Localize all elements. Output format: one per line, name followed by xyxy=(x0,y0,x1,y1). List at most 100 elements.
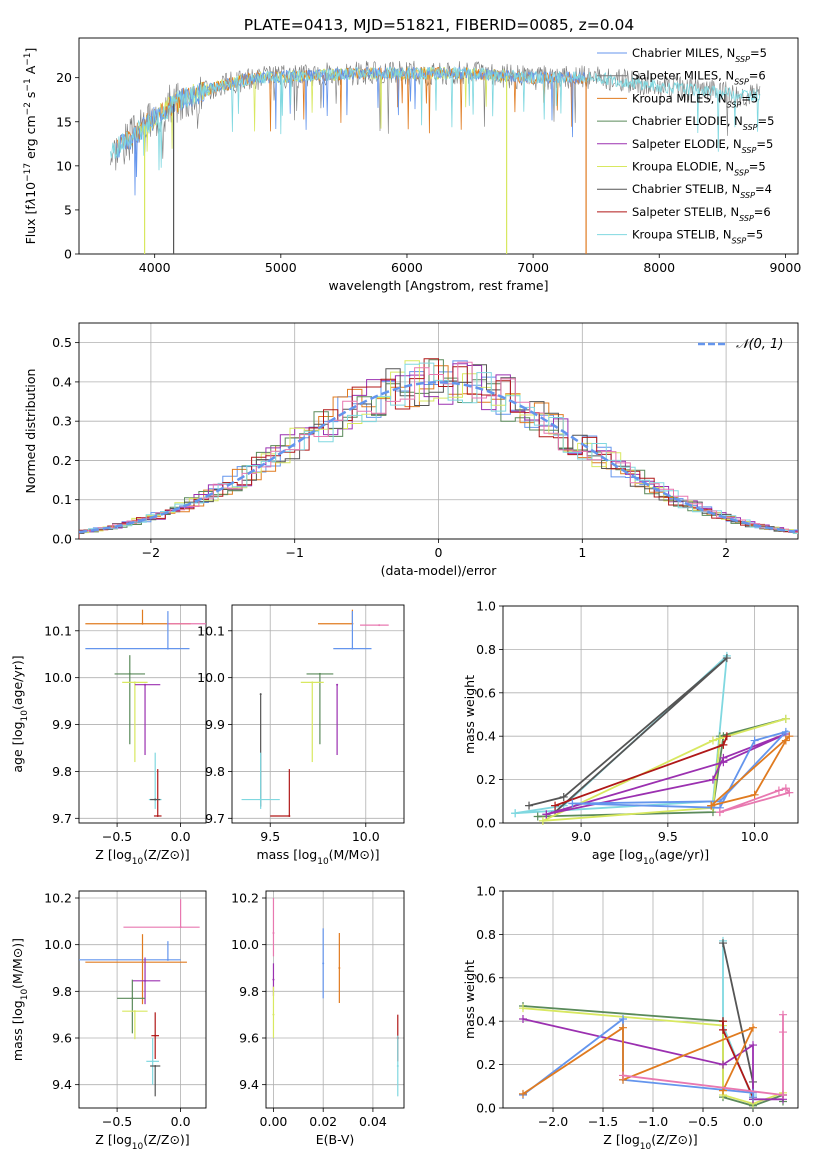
weight-marker xyxy=(781,727,790,736)
weight-marker xyxy=(719,740,728,749)
x-tick-label: 1 xyxy=(578,545,586,560)
histogram-series xyxy=(79,361,798,533)
legend-label: Chabrier STELIB, NSSP=4 xyxy=(632,182,772,200)
legend-label: Chabrier MILES, NSSP=5 xyxy=(632,46,767,64)
weight-lines xyxy=(511,651,794,825)
residuals-panel: −2 −1 0 1 2 0.0 0.1 0.2 0.3 0.4 0.5 (data-model)/er… xyxy=(23,322,799,578)
weight-marker xyxy=(559,792,568,801)
x-tick-label: −1.0 xyxy=(638,1114,668,1129)
data-point xyxy=(288,814,291,817)
y-axis-label: mass weight xyxy=(462,675,477,754)
errorbars xyxy=(241,609,389,817)
y-tick-label: 9.8 xyxy=(205,764,225,779)
data-point xyxy=(272,978,275,981)
data-point xyxy=(154,798,157,801)
data-point xyxy=(311,681,314,684)
x-tick-label: 9.0 xyxy=(571,829,591,844)
x-tick-label: 5000 xyxy=(265,260,297,275)
y-tick-label: 10.0 xyxy=(231,937,259,952)
y-tick-label: 10.2 xyxy=(231,891,259,906)
legend-label: Kroupa STELIB, NSSP=5 xyxy=(632,228,763,246)
x-axis-label: Z [log10(Z/Z⊙)] xyxy=(603,1132,697,1152)
y-tick-label: 0.0 xyxy=(476,816,496,831)
x-tick-label: −0.5 xyxy=(688,1114,718,1129)
y-tick-label: 9.6 xyxy=(239,1031,259,1046)
data-point xyxy=(144,683,147,686)
weight-lines xyxy=(519,936,787,1110)
axes-frame xyxy=(78,604,207,824)
x-tick-label: 0.0 xyxy=(171,829,191,844)
x-tick-label: 7000 xyxy=(517,260,549,275)
y-tick-label: 1.0 xyxy=(476,599,496,614)
weight-marker xyxy=(707,801,716,810)
errorbars xyxy=(272,898,399,1097)
y-tick-label: 9.8 xyxy=(52,764,72,779)
mass-vs-ebv-panel: 0.00 0.02 0.04 9.4 9.6 9.8 10.0 10.2 E(B-V) xyxy=(231,891,405,1147)
y-tick-label: 5 xyxy=(64,202,72,217)
weight-marker xyxy=(781,784,790,793)
y-tick-label: 0.0 xyxy=(52,532,72,547)
data-point xyxy=(156,814,159,817)
y-tick-label: 0.8 xyxy=(476,927,496,942)
legend: Chabrier MILES, NSSP=5 Salpeter MILES, NS… xyxy=(597,46,774,245)
data-point xyxy=(166,958,169,961)
weight-vs-age-panel: 9.0 9.5 10.0 0.0 0.2 0.4 0.6 0.8 1.0 age [log10(a… xyxy=(462,599,799,867)
x-tick-label: 0.0 xyxy=(743,1114,763,1129)
weight-marker xyxy=(779,1028,787,1037)
x-tick-label: 0.02 xyxy=(309,1114,337,1129)
weight-series xyxy=(546,733,787,816)
x-tick-label: 9.5 xyxy=(260,829,280,844)
weight-marker xyxy=(749,1041,757,1050)
weight-marker xyxy=(774,786,783,795)
legend-label: Salpeter STELIB, NSSP=6 xyxy=(632,205,771,223)
data-point xyxy=(322,962,325,965)
data-point xyxy=(272,932,275,934)
axes-frame xyxy=(78,37,799,255)
weight-marker xyxy=(719,1025,727,1034)
data-point xyxy=(141,961,144,964)
data-point xyxy=(131,997,134,1000)
y-tick-label: 1.0 xyxy=(476,884,496,899)
data-point xyxy=(154,1034,157,1037)
weight-marker xyxy=(568,799,577,808)
x-tick-label: −2.0 xyxy=(538,1114,568,1129)
spectrum-panel: 4000 5000 6000 7000 8000 9000 0 5 10 15 20 waveleng… xyxy=(23,37,801,293)
x-axis-label: E(B-V) xyxy=(316,1132,355,1147)
y-tick-label: 0.2 xyxy=(476,1057,496,1072)
axes-frame xyxy=(231,604,405,824)
x-tick-label: −1.5 xyxy=(588,1114,618,1129)
y-tick-label: 0.2 xyxy=(52,453,72,468)
y-tick-label: 10.0 xyxy=(44,670,72,685)
weight-series xyxy=(622,1014,784,1097)
weight-marker xyxy=(619,1015,627,1024)
y-tick-label: 9.6 xyxy=(52,1031,72,1046)
x-tick-label: 0.00 xyxy=(260,1114,288,1129)
weight-marker xyxy=(708,736,717,745)
weight-marker xyxy=(525,801,534,810)
data-point xyxy=(318,672,321,675)
data-point xyxy=(272,1013,275,1016)
y-tick-label: 9.9 xyxy=(205,717,225,732)
y-tick-label: 9.9 xyxy=(52,717,72,732)
y-axis-label: Normed distribution xyxy=(23,369,38,494)
y-tick-label: 0.8 xyxy=(476,642,496,657)
weight-marker xyxy=(719,1060,727,1069)
errorbars xyxy=(85,609,206,817)
y-axis-label: age [log10(age/yr)] xyxy=(10,655,30,772)
data-point xyxy=(378,624,381,627)
weight-marker xyxy=(749,1093,757,1102)
weight-vs-z-panel: −2.0 −1.5 −1.0 −0.5 0.0 0.0 0.2 0.4 0.6 0.8 1.0 Z [… xyxy=(462,884,799,1152)
y-tick-label: 0.4 xyxy=(476,1014,496,1029)
y-tick-label: 0.2 xyxy=(476,772,496,787)
legend-label: Kroupa MILES, NSSP=5 xyxy=(632,91,758,109)
histogram-series xyxy=(79,359,798,533)
weight-marker xyxy=(779,1090,787,1099)
data-point xyxy=(133,1010,136,1013)
legend-label: Kroupa ELODIE, NSSP=5 xyxy=(632,160,766,178)
legend-label: Salpeter ELODIE, NSSP=5 xyxy=(632,137,773,155)
y-axis-label: mass [log10(M/M⊙)] xyxy=(10,938,30,1061)
spectrum-lines xyxy=(110,60,761,254)
weight-marker xyxy=(781,736,790,745)
y-tick-label: 9.4 xyxy=(52,1077,72,1092)
